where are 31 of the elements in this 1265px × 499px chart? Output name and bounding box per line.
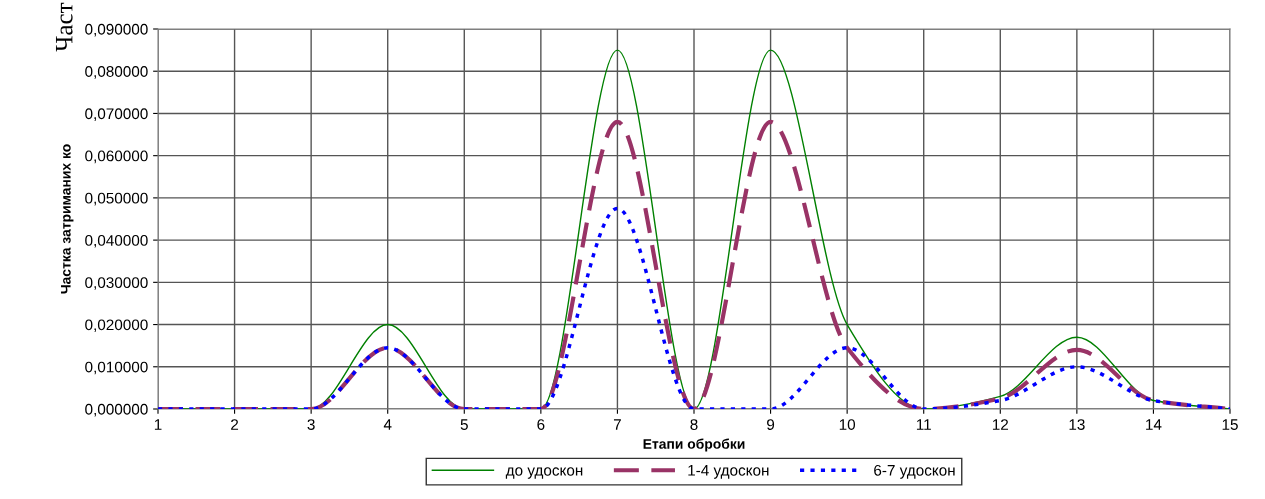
x-tick-label: 10: [839, 419, 856, 430]
y-tick-label: 0,010000: [85, 361, 148, 375]
x-tick-label: 7: [613, 419, 621, 430]
x-tick-label: 3: [307, 419, 315, 430]
x-tick-label: 15: [1222, 419, 1238, 430]
x-tick-label: 13: [1069, 419, 1085, 430]
y-tick-label: 0,080000: [85, 66, 148, 79]
y-tick-label: 0,050000: [85, 192, 148, 206]
y-tick-label: 0,090000: [85, 23, 148, 37]
y-tick-label: 0,030000: [85, 277, 148, 290]
x-tick-label: 14: [1146, 419, 1162, 430]
legend-label: 6-7 удоскон: [874, 464, 955, 479]
x-tick-label: 2: [231, 419, 239, 430]
y-axis-title: Частка затриманих ко: [61, 144, 74, 294]
x-tick-label: 11: [916, 419, 931, 430]
y-tick-label: 0,040000: [85, 234, 148, 248]
y-tick-label: 0,070000: [85, 108, 148, 121]
y-tick-label: 0,000000: [85, 403, 148, 417]
x-tick-label: 4: [383, 419, 392, 430]
x-tick-label: 1: [154, 419, 162, 430]
legend-label: 1-4 удоскон: [688, 465, 769, 479]
x-tick-label: 12: [992, 419, 1009, 430]
legend-label: до удоскон: [505, 467, 583, 479]
x-tick-label: 6: [537, 419, 545, 430]
y-tick-label: 0,020000: [85, 319, 148, 333]
x-tick-label: 8: [690, 419, 698, 430]
text: Част: [55, 2, 73, 52]
x-tick-label: 5: [460, 419, 468, 430]
x-tick-label: 9: [767, 419, 775, 430]
x-axis-title: Етапи обробки: [643, 438, 745, 452]
y-tick-label: 0,060000: [85, 150, 148, 164]
